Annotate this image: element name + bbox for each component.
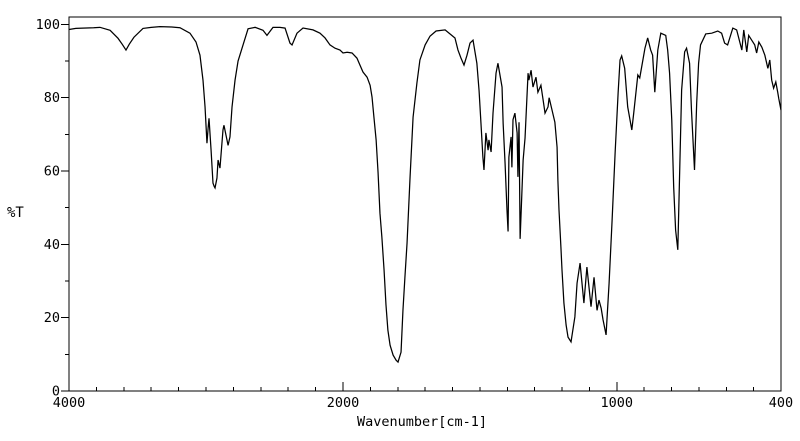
x-tick-label: 1000 <box>600 395 633 411</box>
x-tick-label: 2000 <box>327 395 360 411</box>
spectrum-curve <box>68 25 782 364</box>
y-tick-label: 40 <box>44 237 60 253</box>
y-tick-label: 80 <box>44 90 60 106</box>
y-tick-label: 100 <box>36 17 60 33</box>
y-tick-label: 0 <box>52 384 60 400</box>
x-axis-label: Wavenumber[cm-1] <box>356 414 488 430</box>
y-axis-label: %T <box>7 205 24 221</box>
x-tick-label: 400 <box>769 395 793 411</box>
x-tick-label: 4000 <box>53 395 86 411</box>
y-tick-label: 20 <box>44 310 60 326</box>
y-tick-label: 60 <box>44 164 60 180</box>
